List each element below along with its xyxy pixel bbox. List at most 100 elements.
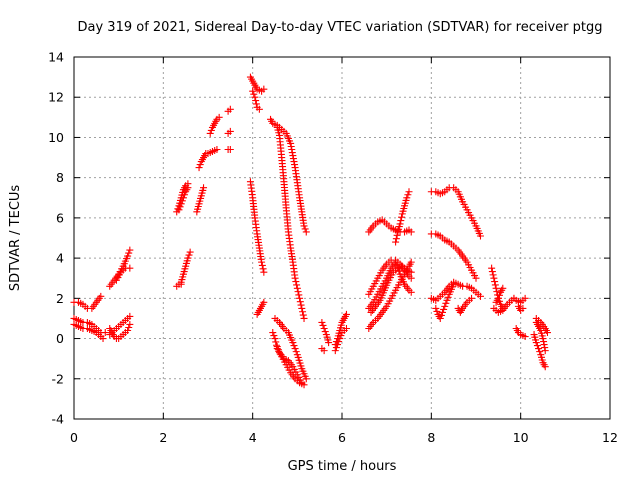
data-point xyxy=(440,305,448,313)
data-point xyxy=(294,288,302,296)
data-point xyxy=(495,291,503,299)
data-point xyxy=(271,335,279,343)
data-point xyxy=(251,93,259,101)
data-point xyxy=(181,191,189,199)
data-point xyxy=(290,158,298,166)
x-tick-label: 4 xyxy=(249,430,257,445)
y-tick-label: 4 xyxy=(56,251,64,266)
data-point xyxy=(185,251,193,259)
data-point xyxy=(300,222,308,230)
data-point xyxy=(442,299,450,307)
data-point xyxy=(407,228,415,236)
data-point xyxy=(272,341,280,349)
data-point xyxy=(450,280,458,288)
data-point xyxy=(332,344,340,352)
data-point xyxy=(476,292,484,300)
data-point xyxy=(320,347,328,355)
x-axis-label: GPS time / hours xyxy=(288,459,397,474)
data-point xyxy=(176,203,184,211)
data-point xyxy=(298,379,306,387)
data-point xyxy=(97,292,105,300)
data-point xyxy=(297,301,305,309)
data-point xyxy=(521,294,529,302)
data-point xyxy=(437,311,445,319)
data-point xyxy=(272,338,280,346)
data-point xyxy=(273,343,281,351)
data-point xyxy=(476,232,484,240)
data-point xyxy=(126,264,134,272)
y-tick-label: 10 xyxy=(48,130,64,145)
data-point xyxy=(488,264,496,272)
data-point xyxy=(207,126,215,134)
data-point xyxy=(260,298,268,306)
data-point xyxy=(488,268,496,276)
data-point xyxy=(215,113,223,121)
data-point xyxy=(321,328,329,336)
data-point xyxy=(489,271,497,279)
y-tick-label: 14 xyxy=(48,50,64,65)
data-point xyxy=(124,327,132,335)
data-point xyxy=(288,146,296,154)
x-tick-label: 10 xyxy=(513,430,529,445)
data-point xyxy=(395,267,403,275)
data-point xyxy=(407,288,415,296)
x-tick-label: 12 xyxy=(602,430,618,445)
data-point xyxy=(494,294,502,302)
data-point xyxy=(260,85,268,93)
data-point xyxy=(392,258,400,266)
data-point xyxy=(392,238,400,246)
data-point xyxy=(206,129,214,137)
data-point xyxy=(325,339,333,347)
data-point xyxy=(200,184,208,192)
data-point xyxy=(444,293,452,301)
data-point xyxy=(270,332,278,340)
data-point xyxy=(407,274,415,282)
data-points xyxy=(70,73,551,389)
data-point xyxy=(249,87,257,95)
data-point xyxy=(490,274,498,282)
data-point xyxy=(289,152,297,160)
data-point xyxy=(543,329,551,337)
data-point xyxy=(299,308,307,316)
data-point xyxy=(301,225,309,233)
data-point xyxy=(302,228,310,236)
data-point xyxy=(226,105,234,113)
data-point xyxy=(320,325,328,332)
data-point xyxy=(291,161,299,169)
y-tick-label: 0 xyxy=(56,331,64,346)
data-point xyxy=(274,346,282,354)
data-point xyxy=(250,90,258,98)
data-point xyxy=(541,363,549,371)
data-point xyxy=(299,311,307,319)
data-point xyxy=(175,206,183,214)
data-point xyxy=(493,288,501,296)
data-point xyxy=(298,304,306,312)
data-point xyxy=(259,265,267,273)
data-point xyxy=(184,254,192,262)
data-point xyxy=(443,296,451,304)
data-point xyxy=(519,304,527,312)
data-point xyxy=(290,342,298,350)
x-tick-label: 0 xyxy=(70,430,78,445)
data-point xyxy=(213,146,221,154)
data-point xyxy=(432,304,440,312)
data-point xyxy=(289,155,297,163)
data-point xyxy=(260,268,268,276)
data-point xyxy=(293,284,301,292)
data-point xyxy=(300,314,308,322)
data-point xyxy=(226,146,234,154)
data-point xyxy=(336,335,344,343)
data-point xyxy=(125,323,133,331)
data-point xyxy=(331,347,339,355)
data-point xyxy=(491,278,499,286)
data-point xyxy=(124,252,132,260)
y-axis-label: SDTVAR / TECUs xyxy=(8,185,23,292)
data-point xyxy=(533,342,541,350)
data-point xyxy=(126,312,134,320)
data-point xyxy=(539,335,547,343)
data-point xyxy=(335,338,343,346)
data-point xyxy=(472,274,480,282)
data-point xyxy=(398,213,406,221)
data-point xyxy=(404,191,412,199)
data-point xyxy=(296,298,304,306)
